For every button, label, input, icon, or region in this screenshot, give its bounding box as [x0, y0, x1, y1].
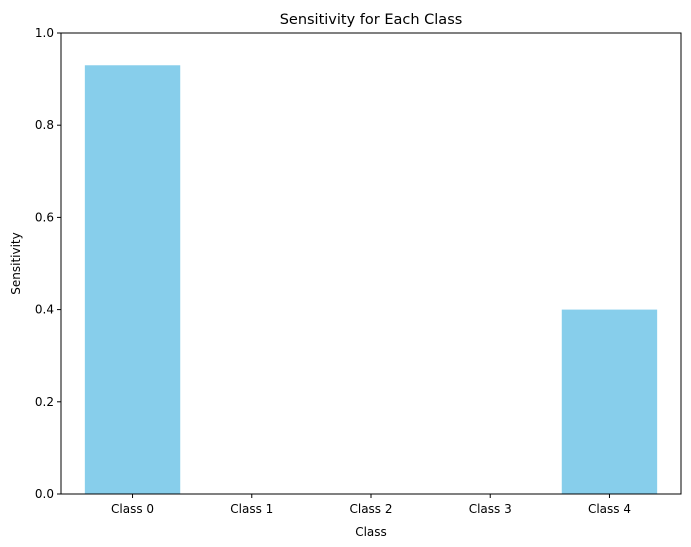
y-tick-label: 0.8	[35, 118, 54, 132]
y-axis-label: Sensitivity	[9, 232, 23, 294]
y-tick-label: 0.6	[35, 210, 54, 224]
plot-area	[84, 65, 658, 495]
bar-class-0	[84, 65, 181, 495]
x-tick-label: Class 4	[588, 502, 631, 516]
x-axis-ticks: Class 0 Class 1 Class 2 Class 3 Class 4	[111, 494, 631, 516]
y-tick-label: 0.2	[35, 395, 54, 409]
bar-class-4	[561, 309, 658, 494]
y-axis-ticks: 0.0 0.2 0.4 0.6 0.8 1.0	[35, 26, 61, 501]
y-tick-label: 1.0	[35, 26, 54, 40]
x-tick-label: Class 2	[349, 502, 392, 516]
y-tick-label: 0.4	[35, 303, 54, 317]
x-tick-label: Class 0	[111, 502, 154, 516]
chart-title: Sensitivity for Each Class	[280, 12, 463, 28]
y-tick-label: 0.0	[35, 487, 54, 501]
x-tick-label: Class 1	[230, 502, 273, 516]
x-tick-label: Class 3	[469, 502, 512, 516]
x-axis-label: Class	[355, 525, 387, 539]
